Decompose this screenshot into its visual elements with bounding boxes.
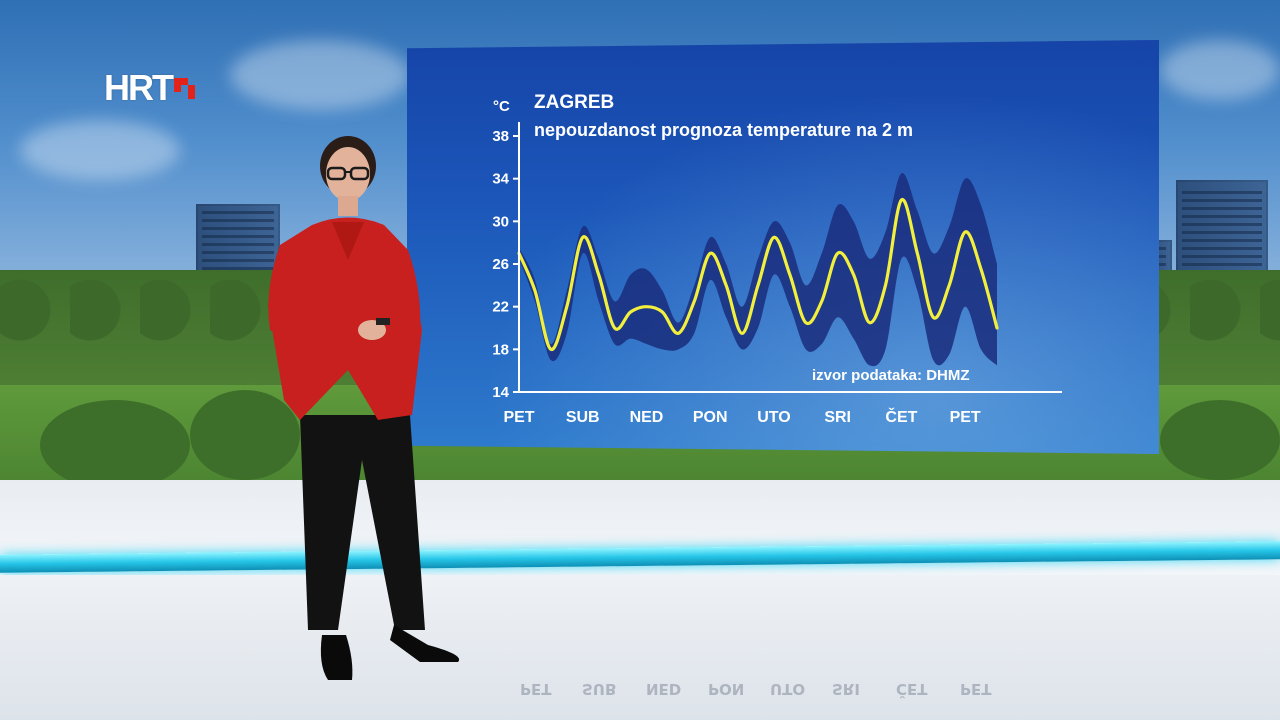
data-source: izvor podataka: DHMZ	[812, 367, 970, 384]
temperature-chart: 14 18 22 26 30 34 38 PET SUB NED PON UTO SRI ČET PET	[492, 122, 1062, 426]
bush	[190, 390, 300, 480]
checker-cell	[174, 77, 181, 85]
checker-cell	[181, 92, 188, 99]
y-tick-label: 14	[492, 384, 509, 401]
x-tick-label: PET	[503, 409, 534, 426]
checker-cell	[188, 91, 195, 99]
checker-cell	[181, 85, 188, 92]
y-tick-label: 26	[492, 256, 509, 273]
x-tick-label: SUB	[566, 409, 600, 426]
floor-reflection-label: UTO	[770, 680, 806, 698]
presenter-figure	[268, 136, 460, 680]
floor-reflection-label: ČET	[896, 680, 928, 698]
floor-reflection-label: PET	[520, 680, 552, 698]
broadcaster-logo: HRT	[104, 67, 195, 108]
studio-floor	[0, 575, 1280, 720]
cloud	[20, 120, 180, 180]
cloud	[1160, 40, 1280, 100]
y-tick-label: 18	[492, 341, 509, 358]
logo-checker-icon	[174, 77, 195, 99]
floor-reflection-label: NED	[646, 680, 682, 698]
x-tick-label: PON	[693, 409, 728, 426]
bush	[1160, 400, 1280, 480]
mean-temperature-line	[517, 198, 999, 351]
cloud	[230, 40, 410, 110]
y-axis-unit: °C	[493, 98, 510, 115]
checker-cell	[181, 77, 188, 85]
weather-video-wall: 14 18 22 26 30 34 38 PET SUB NED PON UTO SRI ČET PET °…	[407, 40, 1159, 454]
x-tick-label: UTO	[757, 409, 790, 426]
x-tick-label: NED	[630, 409, 664, 426]
checker-cell	[188, 84, 195, 92]
y-tick-label: 30	[492, 213, 509, 230]
building	[1176, 180, 1268, 280]
y-tick-label: 22	[492, 299, 509, 316]
floor-reflection-label: PON	[708, 680, 745, 698]
chart-subtitle: nepouzdanost prognoza temperature na 2 m	[534, 120, 914, 140]
checker-cell	[174, 84, 181, 92]
checker-cell	[188, 78, 195, 85]
studio-wall	[0, 480, 1280, 590]
logo-text: HRT	[104, 67, 174, 108]
bush	[40, 400, 190, 490]
y-tick-label: 38	[492, 128, 509, 145]
x-tick-label: SRI	[824, 409, 851, 426]
floor-reflection-label: SRI	[832, 680, 860, 698]
floor-reflection-label: SUB	[582, 680, 617, 698]
x-tick-label: ČET	[885, 407, 917, 426]
checker-cell	[174, 92, 181, 99]
floor-reflection-label: PET	[960, 680, 992, 698]
y-tick-label: 34	[492, 171, 509, 188]
x-tick-label: PET	[950, 409, 981, 426]
chart-title: ZAGREB	[534, 92, 615, 113]
uncertainty-band	[519, 173, 997, 367]
